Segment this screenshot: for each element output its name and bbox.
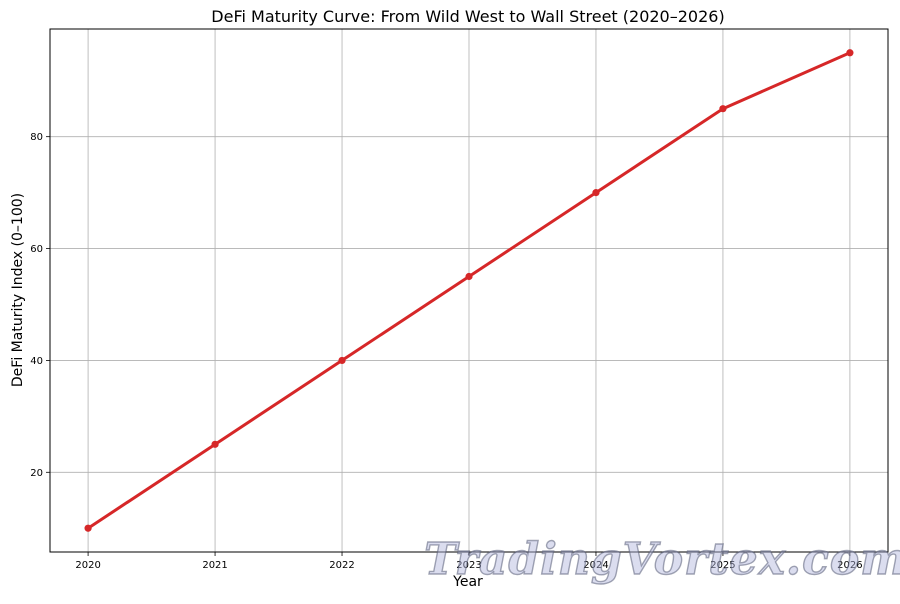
chart-title: DeFi Maturity Curve: From Wild West to W… (211, 7, 724, 26)
y-tick-label: 40 (30, 356, 43, 367)
x-tick-label: 2022 (329, 560, 354, 571)
grid (50, 29, 888, 552)
y-tick-label: 80 (30, 132, 43, 143)
y-tick-label: 60 (30, 244, 43, 255)
watermark: TradingVortex.com (424, 534, 900, 585)
data-point (211, 440, 219, 448)
y-tick-label: 20 (30, 468, 43, 479)
plot-frame (49, 28, 889, 553)
x-tick-label: 2023 (456, 560, 481, 571)
data-point (84, 524, 92, 532)
data-point (338, 356, 346, 365)
x-tick-label: 2026 (837, 560, 862, 571)
data-point (465, 272, 473, 281)
data-point (719, 105, 727, 113)
x-tick-label: 2021 (202, 560, 227, 571)
x-tick-label: 2024 (583, 560, 608, 571)
y-axis-label: DeFi Maturity Index (0–100) (10, 193, 26, 387)
data-point (846, 49, 854, 57)
axes: 2020 2021 2022 2023 2024 2025 2026 20 40 60 80 (30, 28, 889, 571)
x-axis-label: Year (452, 574, 483, 590)
data-point (592, 189, 600, 197)
x-tick-label: 2025 (710, 560, 735, 571)
x-tick-label: 2020 (75, 560, 100, 571)
series-layer (84, 49, 854, 532)
